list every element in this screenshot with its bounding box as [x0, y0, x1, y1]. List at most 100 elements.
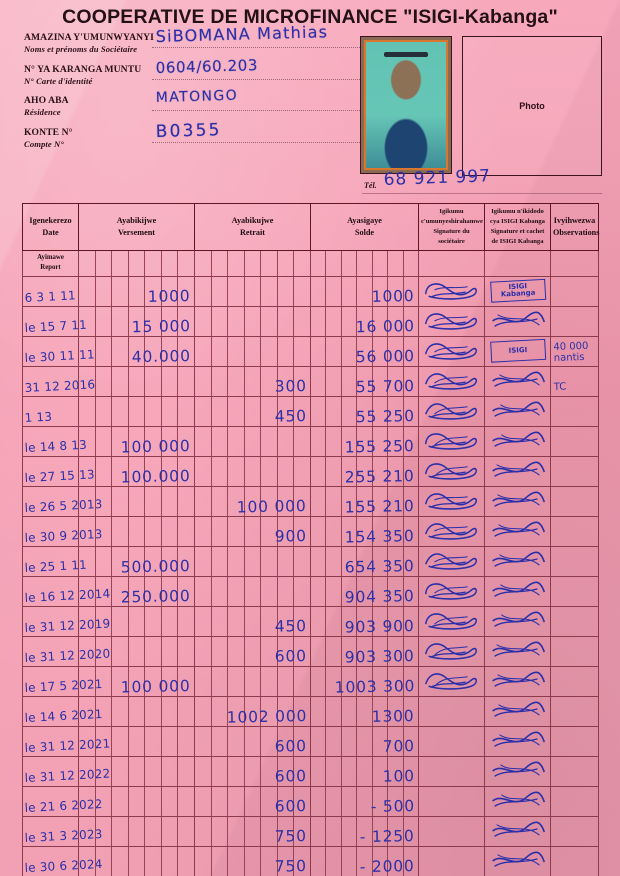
ledger-row: le 17 5 2021 100 000 1003 300: [22, 665, 599, 697]
ledger-cell-observations: [550, 785, 599, 817]
ledger-cell-versement: 500.000: [78, 545, 195, 577]
label-noms: Noms et prénoms du Sociétaire: [24, 44, 138, 54]
ledger-cell-solde: 100: [310, 755, 419, 787]
ledger-cell-versement: 100 000: [78, 425, 195, 457]
handwritten-amount: 750: [274, 856, 307, 876]
ledger-cell-date: 6 3 1 11: [22, 275, 79, 307]
handwritten-date: 1 13: [24, 409, 53, 425]
handwritten-amount: 100.000: [120, 466, 191, 487]
stamp-scribble-mark: [488, 759, 547, 782]
label-karanga: N° YA KARANGA MUNTU: [24, 63, 142, 75]
ledger-row: le 31 12 2022 600 100: [22, 755, 599, 787]
ledger-report-row: Ayimawe Report: [22, 249, 599, 277]
ledger-cell-observations: 40 000 nantis: [550, 335, 599, 367]
ledger-cell-isigi-stamp: [484, 815, 551, 847]
signature-mark: [422, 669, 481, 692]
ledger-cell-retrait: 600: [194, 785, 311, 817]
ledger-row: le 30 9 2013 900 154 350: [22, 515, 599, 547]
ledger-cell-observations: [550, 695, 599, 727]
ledger-cell-retrait: 600: [194, 725, 311, 757]
label-compte: Compte N°: [24, 138, 64, 149]
handwritten-amount: 16 000: [355, 316, 415, 336]
identity-row-residence: AHO ABA Résidence MATONGO: [24, 88, 392, 128]
ledger-cell-member-signature: [418, 515, 485, 547]
report-label-cell: Ayimawe Report: [22, 249, 79, 277]
ledger-cell-member-signature: [418, 485, 485, 517]
ledger-cell-retrait: [194, 575, 311, 607]
handwritten-amount: 1003 300: [334, 676, 415, 697]
handwritten-amount: 154 350: [344, 526, 415, 547]
ledger-cell-versement: [78, 395, 195, 427]
signature-mark: [422, 519, 481, 542]
handwritten-amount: - 1250: [359, 826, 415, 846]
ledger-cell-versement: 40.000: [78, 335, 195, 367]
signature-mark: [422, 369, 481, 392]
transaction-ledger-table: Igenekerezo Date Ayabikijwe Versement Ay…: [22, 203, 599, 876]
ledger-cell-retrait: 100 000: [194, 485, 311, 517]
ledger-cell-versement: [78, 845, 195, 876]
col-header-versement: Ayabikijwe Versement: [78, 203, 195, 251]
ledger-cell-observations: [550, 455, 599, 487]
ledger-cell-isigi-stamp: [484, 395, 551, 427]
ledger-cell-date: le 27 15 13: [22, 455, 95, 487]
handwritten-amount: 700: [382, 736, 415, 756]
photo-placeholder-box: Photo: [462, 36, 602, 176]
ledger-cell-member-signature: [418, 695, 485, 727]
handwritten-amount: 1000: [371, 286, 415, 306]
ledger-cell-date: le 14 6 2021: [22, 695, 103, 727]
identity-block: AMAZINA Y'UMUNWYANYI Noms et prénoms du …: [24, 22, 392, 159]
signature-mark: [422, 429, 481, 452]
handwritten-amount: 40.000: [131, 346, 191, 366]
signature-mark: [422, 399, 481, 422]
ledger-row: le 31 12 2019 450 903 900: [22, 605, 599, 637]
ledger-cell-solde: 255 210: [310, 455, 419, 487]
ledger-cell-date: 1 13: [22, 395, 79, 427]
report-observations-cell: [550, 249, 599, 277]
ledger-row: le 16 12 2014 250.000 904 350: [22, 575, 599, 607]
signature-mark: [422, 639, 481, 662]
signature-mark: [422, 459, 481, 482]
ledger-cell-isigi-stamp: [484, 425, 551, 457]
ledger-cell-solde: 56 000: [310, 335, 419, 367]
ledger-cell-retrait: [194, 665, 311, 697]
ledger-cell-solde: 154 350: [310, 515, 419, 547]
col-header-solde: Ayasigaye Solde: [310, 203, 419, 251]
handwritten-amount: - 2000: [359, 856, 415, 876]
ledger-row: 6 3 1 11 1000 1000 ISIGI Kabanga: [22, 275, 599, 307]
handwritten-amount: 600: [274, 796, 307, 816]
report-isigi-stamp-cell: [484, 249, 551, 277]
ledger-cell-date: le 30 9 2013: [22, 515, 103, 547]
identity-row-id: N° YA KARANGA MUNTU N° Carte d'identité …: [24, 56, 392, 97]
ledger-cell-versement: [78, 815, 195, 847]
ledger-cell-observations: [550, 575, 599, 607]
ledger-cell-versement: [78, 365, 195, 397]
isigi-rubber-stamp: ISIGI: [489, 338, 546, 364]
ledger-cell-observations: [550, 485, 599, 517]
handwritten-amount: 654 350: [344, 556, 415, 577]
ledger-cell-isigi-stamp: [484, 365, 551, 397]
ledger-cell-solde: - 2000: [310, 845, 419, 876]
ledger-cell-member-signature: [418, 815, 485, 847]
ledger-cell-versement: 100 000: [78, 665, 195, 697]
ledger-body: Ayimawe Report 6 3 1 11 1000 1000 ISIGI Kabang…: [22, 249, 599, 876]
value-account-number: B0355: [155, 119, 222, 142]
ledger-cell-versement: [78, 605, 195, 637]
ledger-cell-observations: [550, 515, 599, 547]
ledger-cell-solde: 904 350: [310, 575, 419, 607]
value-id-number: 0604/60.203: [155, 55, 259, 77]
handwritten-amount: 450: [274, 616, 307, 636]
ledger-row: le 26 5 2013 100 000 155 210: [22, 485, 599, 517]
ledger-cell-member-signature: [418, 545, 485, 577]
col-header-observations: Ivyihwezwa Observations: [550, 203, 599, 251]
stamp-scribble-mark: [488, 729, 547, 752]
ledger-cell-member-signature: [418, 785, 485, 817]
handwritten-amount: 55 250: [355, 406, 415, 426]
ledger-cell-observations: [550, 665, 599, 697]
ledger-cell-retrait: 900: [194, 515, 311, 547]
ledger-cell-solde: 155 210: [310, 485, 419, 517]
label-carte-identite: N° Carte d'identité: [24, 75, 93, 86]
col-header-retrait: Ayabikujwe Retrait: [194, 203, 311, 251]
handwritten-amount: 903 300: [344, 646, 415, 667]
ledger-cell-observations: [550, 845, 599, 876]
ledger-row: le 31 3 2023 750 - 1250: [22, 815, 599, 847]
